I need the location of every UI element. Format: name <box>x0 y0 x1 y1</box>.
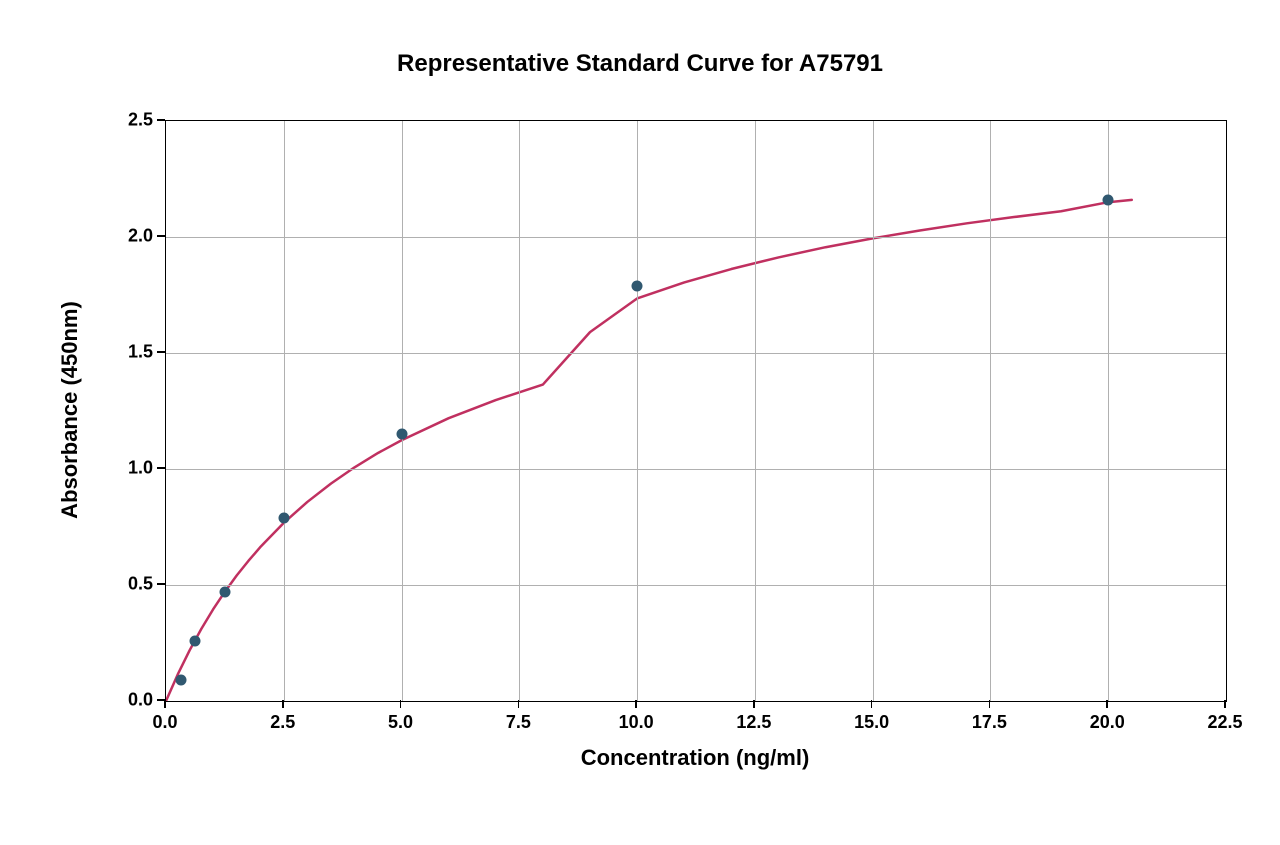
x-tick-label: 10.0 <box>619 712 654 733</box>
x-tick-label: 12.5 <box>736 712 771 733</box>
gridline-v <box>402 121 403 701</box>
x-axis-label: Concentration (ng/ml) <box>581 745 810 771</box>
gridline-v <box>637 121 638 701</box>
x-tick-label: 22.5 <box>1207 712 1242 733</box>
x-tick-label: 7.5 <box>506 712 531 733</box>
x-tick <box>518 700 520 708</box>
x-tick-label: 20.0 <box>1090 712 1125 733</box>
gridline-h <box>166 585 1226 586</box>
y-tick <box>157 699 165 701</box>
gridline-v <box>990 121 991 701</box>
gridline-h <box>166 353 1226 354</box>
y-tick-label: 2.0 <box>115 226 153 247</box>
x-tick <box>635 700 637 708</box>
y-tick <box>157 235 165 237</box>
gridline-v <box>519 121 520 701</box>
data-marker <box>219 586 230 597</box>
y-tick <box>157 119 165 121</box>
y-tick-label: 2.5 <box>115 110 153 131</box>
y-tick-label: 0.5 <box>115 574 153 595</box>
curve-path <box>166 200 1132 701</box>
x-tick-label: 2.5 <box>270 712 295 733</box>
x-tick-label: 5.0 <box>388 712 413 733</box>
chart-title: Representative Standard Curve for A75791 <box>0 50 1280 78</box>
data-marker <box>190 635 201 646</box>
y-tick <box>157 351 165 353</box>
y-axis-label: Absorbance (450nm) <box>57 301 83 519</box>
x-tick <box>871 700 873 708</box>
data-marker <box>632 280 643 291</box>
x-tick <box>282 700 284 708</box>
x-tick <box>164 700 166 708</box>
y-tick-label: 1.0 <box>115 458 153 479</box>
x-tick <box>1106 700 1108 708</box>
y-tick <box>157 467 165 469</box>
x-tick <box>753 700 755 708</box>
plot-area <box>165 120 1227 702</box>
gridline-h <box>166 469 1226 470</box>
fit-curve <box>166 121 1226 701</box>
gridline-v <box>755 121 756 701</box>
gridline-v <box>873 121 874 701</box>
x-tick-label: 15.0 <box>854 712 889 733</box>
gridline-v <box>284 121 285 701</box>
x-tick-label: 0.0 <box>152 712 177 733</box>
x-tick <box>400 700 402 708</box>
data-marker <box>175 675 186 686</box>
y-tick-label: 1.5 <box>115 342 153 363</box>
gridline-v <box>1108 121 1109 701</box>
y-tick <box>157 583 165 585</box>
data-marker <box>1103 194 1114 205</box>
x-tick-label: 17.5 <box>972 712 1007 733</box>
x-tick <box>1224 700 1226 708</box>
data-marker <box>278 512 289 523</box>
x-tick <box>989 700 991 708</box>
chart-figure: Representative Standard Curve for A75791… <box>0 0 1280 845</box>
gridline-h <box>166 237 1226 238</box>
data-marker <box>396 429 407 440</box>
y-tick-label: 0.0 <box>115 690 153 711</box>
